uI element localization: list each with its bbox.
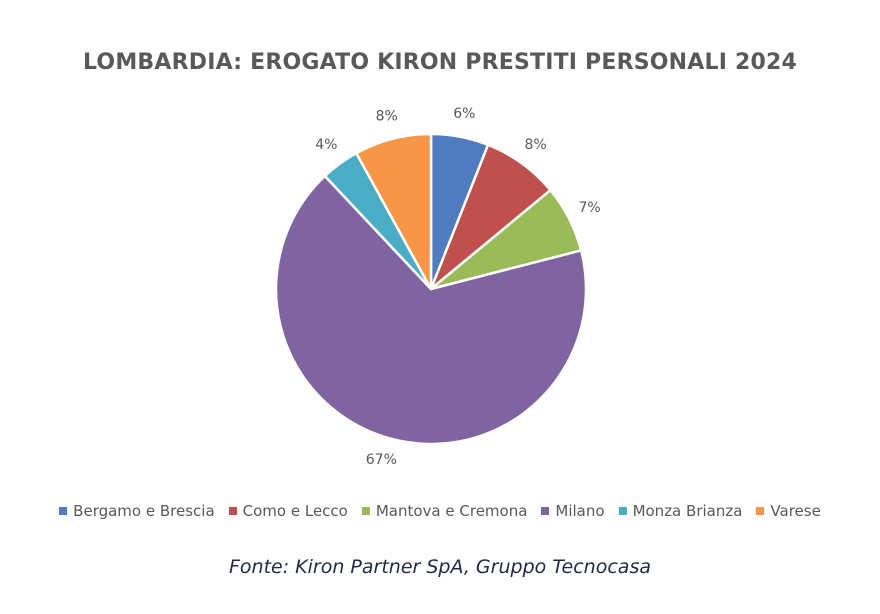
pie-chart: 6% 8% 7% 67% 4% 8%	[274, 106, 601, 468]
data-label-monza-brianza: 4%	[315, 137, 337, 153]
legend-label: Bergamo e Brescia	[73, 502, 215, 520]
legend-item-monza-brianza: Monza Brianza	[618, 502, 743, 520]
legend-label: Como e Lecco	[242, 502, 348, 520]
legend-swatch	[756, 507, 765, 515]
legend-label: Monza Brianza	[632, 502, 743, 520]
data-label-bergamo-e-brescia: 6%	[453, 106, 475, 122]
legend-swatch	[59, 507, 68, 515]
legend-item-bergamo-e-brescia: Bergamo e Brescia	[59, 502, 215, 520]
data-label-varese: 8%	[376, 109, 398, 125]
legend-label: Milano	[555, 502, 605, 520]
legend-swatch	[228, 507, 237, 515]
legend-swatch	[541, 507, 550, 515]
legend-item-varese: Varese	[756, 502, 821, 520]
legend-swatch	[361, 507, 370, 515]
legend-label: Varese	[770, 502, 821, 520]
data-label-como-e-lecco: 8%	[525, 137, 547, 153]
data-label-mantova-e-cremona: 7%	[578, 200, 600, 216]
source-caption: Fonte: Kiron Partner SpA, Gruppo Tecnoca…	[229, 556, 651, 578]
legend-item-mantova-e-cremona: Mantova e Cremona	[361, 502, 528, 520]
pie-slice-varese	[355, 132, 433, 291]
chart-title: LOMBARDIA: EROGATO KIRON PRESTITI PERSON…	[82, 50, 798, 75]
legend-item-milano: Milano	[541, 502, 605, 520]
legend-swatch	[618, 507, 627, 515]
legend-item-como-e-lecco: Como e Lecco	[228, 502, 348, 520]
legend-label: Mantova e Cremona	[375, 502, 528, 520]
pie-slice-milano	[274, 174, 588, 446]
chart-legend: Bergamo e Brescia Como e Lecco Mantova e C…	[0, 502, 880, 520]
data-label-milano: 67%	[366, 452, 397, 468]
